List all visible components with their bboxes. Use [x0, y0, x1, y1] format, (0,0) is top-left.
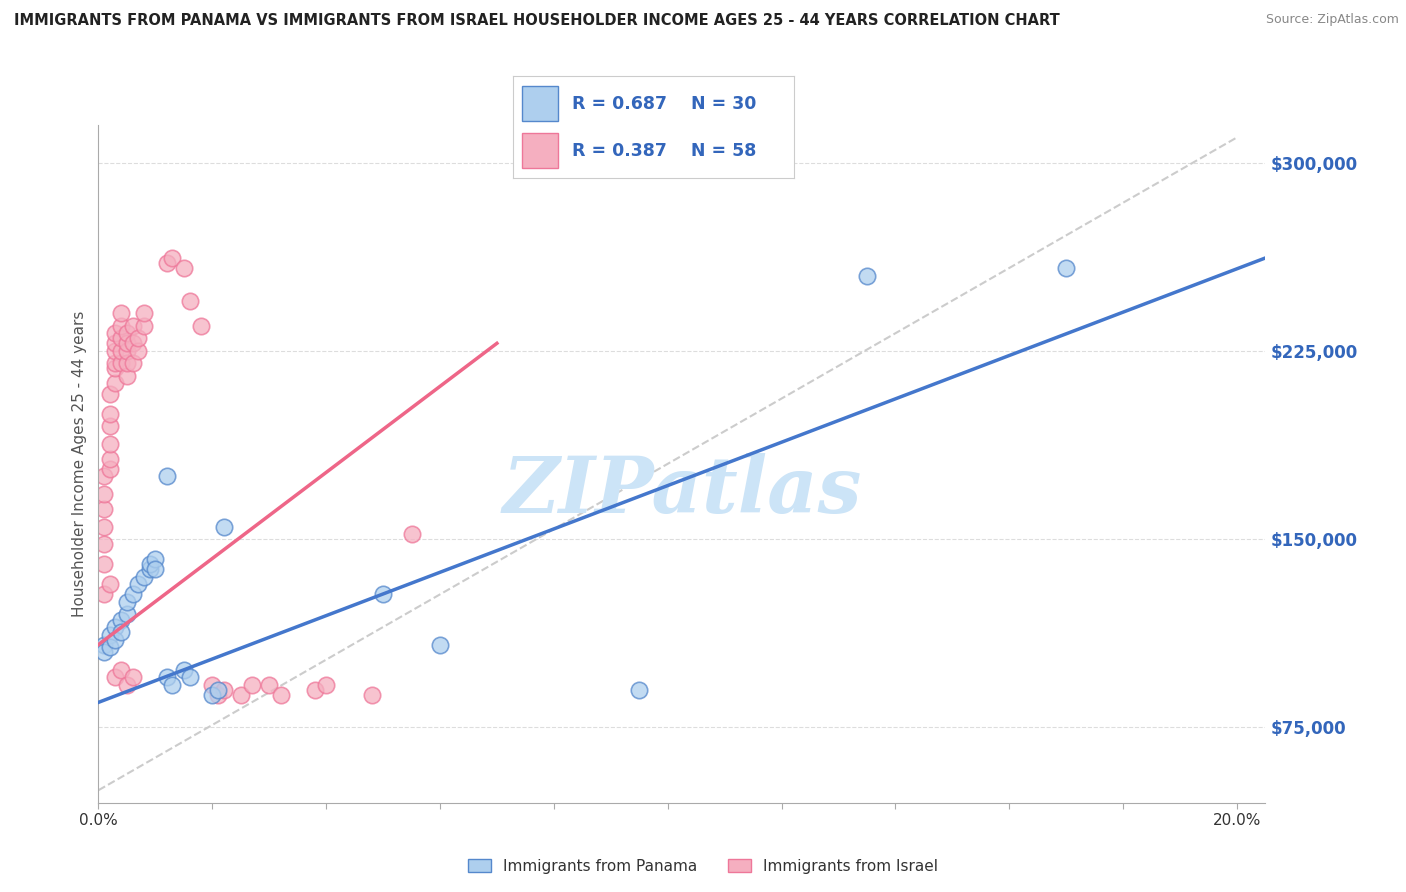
Point [98, 419, 121, 434]
Bar [522, 133, 558, 168]
Text: ZIPatlas: ZIPatlas [502, 453, 862, 529]
Point [315, 678, 337, 692]
Point [104, 343, 127, 358]
Point [110, 613, 132, 627]
Point [110, 625, 132, 640]
Point [104, 356, 127, 370]
Point [115, 326, 138, 341]
Point [93, 638, 115, 652]
Point [104, 620, 127, 634]
Point [104, 326, 127, 341]
Point [93, 645, 115, 659]
Point [240, 678, 263, 692]
Text: IMMIGRANTS FROM PANAMA VS IMMIGRANTS FROM ISRAEL HOUSEHOLDER INCOME AGES 25 - 44: IMMIGRANTS FROM PANAMA VS IMMIGRANTS FRO… [14, 13, 1060, 29]
Point [179, 670, 201, 684]
Point [121, 318, 143, 333]
Point [98, 462, 121, 476]
Point [304, 682, 326, 697]
Point [212, 519, 235, 533]
Bar [522, 87, 558, 121]
Point [127, 577, 149, 591]
Point [156, 469, 179, 483]
Point [190, 318, 212, 333]
Point [115, 356, 138, 370]
Point [156, 256, 179, 270]
Point [162, 678, 184, 692]
Point [121, 670, 143, 684]
Point [93, 537, 115, 551]
Point [115, 607, 138, 622]
Point [98, 407, 121, 421]
Point [132, 318, 155, 333]
Point [856, 268, 879, 283]
Point [93, 558, 115, 572]
Point [104, 361, 127, 376]
Point [110, 663, 132, 677]
Point [121, 587, 143, 601]
Point [162, 251, 184, 265]
Point [115, 595, 138, 609]
Point [104, 336, 127, 351]
Point [138, 558, 160, 572]
Point [110, 343, 132, 358]
Point [115, 336, 138, 351]
Point [127, 331, 149, 345]
Point [104, 632, 127, 647]
Point [156, 670, 179, 684]
Point [104, 670, 127, 684]
Point [110, 331, 132, 345]
Point [201, 678, 224, 692]
Point [98, 451, 121, 466]
Point [143, 552, 166, 566]
Point [429, 638, 451, 652]
Point [173, 663, 195, 677]
Point [360, 688, 382, 702]
Point [229, 688, 252, 702]
Point [115, 678, 138, 692]
Point [115, 368, 138, 383]
Point [138, 562, 160, 576]
Point [93, 519, 115, 533]
Point [201, 688, 224, 702]
Point [93, 487, 115, 501]
Point [98, 386, 121, 401]
Text: R = 0.687    N = 30: R = 0.687 N = 30 [572, 95, 756, 112]
Point [98, 436, 121, 450]
Point [143, 562, 166, 576]
Point [104, 376, 127, 391]
Point [121, 336, 143, 351]
Point [207, 688, 229, 702]
Y-axis label: Householder Income Ages 25 - 44 years: Householder Income Ages 25 - 44 years [72, 310, 87, 617]
Point [93, 502, 115, 516]
Point [98, 640, 121, 654]
Point [401, 527, 423, 541]
Point [110, 318, 132, 333]
Point [628, 682, 651, 697]
Point [257, 678, 280, 692]
Point [207, 682, 229, 697]
Point [93, 469, 115, 483]
Point [98, 577, 121, 591]
Point [132, 570, 155, 584]
Point [371, 587, 394, 601]
Legend: Immigrants from Panama, Immigrants from Israel: Immigrants from Panama, Immigrants from … [461, 853, 945, 880]
Point [98, 627, 121, 641]
Point [115, 343, 138, 358]
Point [270, 688, 292, 702]
Text: R = 0.387    N = 58: R = 0.387 N = 58 [572, 142, 756, 160]
Point [93, 587, 115, 601]
Point [179, 293, 201, 308]
Point [173, 260, 195, 275]
Point [212, 682, 235, 697]
Point [121, 356, 143, 370]
Point [1054, 260, 1077, 275]
Point [127, 343, 149, 358]
Text: Source: ZipAtlas.com: Source: ZipAtlas.com [1265, 13, 1399, 27]
Point [110, 356, 132, 370]
Point [110, 306, 132, 320]
Point [132, 306, 155, 320]
